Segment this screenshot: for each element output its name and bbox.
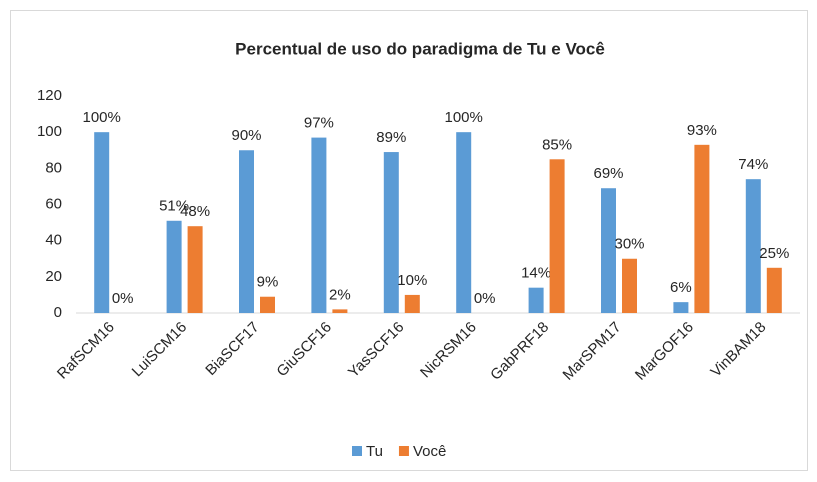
value-label: 69% (593, 165, 623, 182)
value-label: 0% (112, 290, 134, 307)
bar (549, 159, 565, 313)
value-label: 48% (180, 203, 210, 220)
bar (404, 294, 420, 313)
value-label: 90% (231, 127, 261, 144)
y-tick-label: 80 (45, 159, 62, 176)
bar (528, 287, 544, 313)
value-label: 14% (521, 265, 551, 282)
value-label: 89% (376, 129, 406, 146)
value-label: 0% (474, 290, 496, 307)
bar (601, 188, 616, 313)
value-label: 100% (445, 109, 483, 126)
bar (311, 137, 327, 313)
legend-label: Tu (366, 443, 383, 460)
legend-label: Você (413, 443, 446, 460)
legend-swatch (398, 446, 409, 456)
value-label: 74% (738, 156, 768, 173)
y-tick-label: 60 (45, 195, 62, 212)
bar (260, 296, 275, 313)
bar (673, 302, 689, 313)
y-tick-label: 20 (45, 268, 62, 285)
bar (766, 267, 782, 313)
value-label: 97% (304, 115, 334, 132)
legend-swatch (352, 446, 362, 456)
y-tick-label: 0 (54, 304, 62, 321)
bar (694, 144, 710, 313)
y-tick-label: 100 (37, 123, 62, 140)
value-label: 25% (759, 245, 789, 262)
bar (239, 150, 254, 313)
value-label: 51% (159, 198, 189, 215)
value-label: 6% (670, 279, 692, 296)
bar (166, 220, 182, 313)
value-label: 9% (257, 274, 279, 291)
value-label: 10% (397, 272, 427, 289)
bar (187, 226, 203, 313)
value-label: 30% (614, 236, 644, 253)
value-label: 100% (83, 109, 121, 126)
value-label: 85% (542, 136, 572, 153)
value-label: 93% (687, 122, 717, 139)
chart-border (10, 10, 808, 471)
chart-title: Percentual de uso do paradigma de Tu e V… (235, 39, 605, 58)
bar (456, 132, 472, 313)
bar (745, 179, 761, 313)
value-label: 2% (329, 286, 351, 303)
y-tick-label: 40 (45, 232, 62, 249)
y-tick-label: 120 (37, 87, 62, 104)
bar (94, 132, 110, 313)
bar (332, 309, 348, 313)
bar (622, 258, 637, 313)
bar (383, 152, 399, 313)
